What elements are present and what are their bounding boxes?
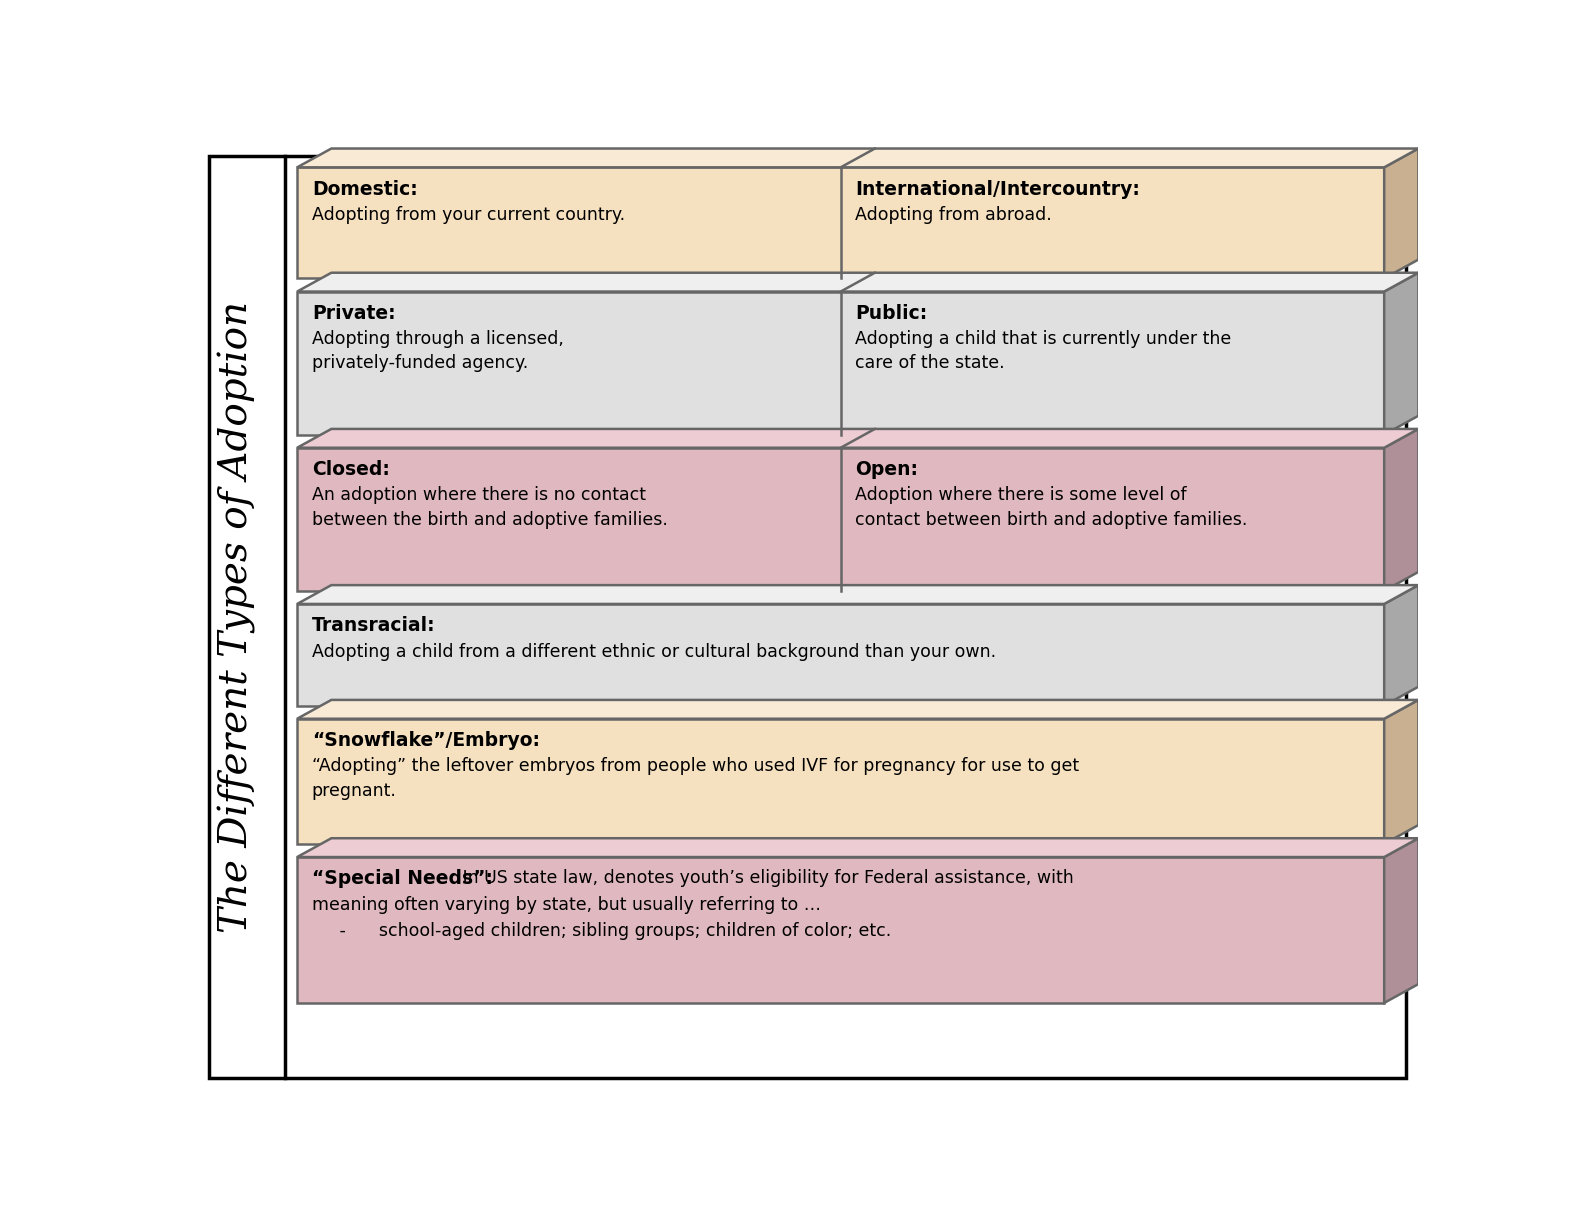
Polygon shape — [298, 700, 1418, 719]
Text: Adoption where there is some level of
contact between birth and adoptive familie: Adoption where there is some level of co… — [856, 486, 1248, 529]
Polygon shape — [298, 149, 1418, 167]
Text: International/Intercountry:: International/Intercountry: — [856, 180, 1139, 198]
Polygon shape — [1384, 149, 1418, 279]
Polygon shape — [1384, 429, 1418, 590]
Polygon shape — [1384, 838, 1418, 1003]
Text: Open:: Open: — [856, 459, 919, 479]
Text: “Adopting” the leftover embryos from people who used IVF for pregnancy for use t: “Adopting” the leftover embryos from peo… — [312, 758, 1080, 799]
Polygon shape — [298, 857, 1384, 1003]
Text: Adopting through a licensed,
privately-funded agency.: Adopting through a licensed, privately-f… — [312, 330, 564, 373]
Text: Adopting a child from a different ethnic or cultural background than your own.: Adopting a child from a different ethnic… — [312, 643, 996, 661]
Polygon shape — [298, 604, 1384, 705]
Text: Public:: Public: — [856, 304, 928, 323]
Polygon shape — [298, 273, 1418, 292]
Text: “Special Needs”:: “Special Needs”: — [312, 869, 493, 888]
Polygon shape — [298, 838, 1418, 857]
Text: Adopting from abroad.: Adopting from abroad. — [856, 207, 1053, 224]
Text: meaning often varying by state, but usually referring to …: meaning often varying by state, but usua… — [312, 896, 821, 914]
Text: Private:: Private: — [312, 304, 396, 323]
Polygon shape — [1384, 585, 1418, 705]
Polygon shape — [298, 167, 1384, 279]
Text: Transracial:: Transracial: — [312, 616, 435, 635]
Text: Adopting from your current country.: Adopting from your current country. — [312, 207, 626, 224]
Text: -      school-aged children; sibling groups; children of color; etc.: - school-aged children; sibling groups; … — [312, 921, 890, 940]
Text: “Snowflake”/Embryo:: “Snowflake”/Embryo: — [312, 731, 541, 750]
Text: The Different Types of Adoption: The Different Types of Adoption — [217, 301, 255, 934]
Polygon shape — [298, 292, 1384, 435]
Text: Domestic:: Domestic: — [312, 180, 418, 198]
Text: Adopting a child that is currently under the
care of the state.: Adopting a child that is currently under… — [856, 330, 1231, 373]
Polygon shape — [298, 719, 1384, 844]
Polygon shape — [298, 429, 1418, 447]
Polygon shape — [1384, 273, 1418, 435]
Polygon shape — [1384, 700, 1418, 844]
Text: In US state law, denotes youth’s eligibility for Federal assistance, with: In US state law, denotes youth’s eligibi… — [457, 869, 1073, 887]
Text: An adoption where there is no contact
between the birth and adoptive families.: An adoption where there is no contact be… — [312, 486, 668, 529]
Text: Closed:: Closed: — [312, 459, 389, 479]
Polygon shape — [298, 447, 1384, 590]
Polygon shape — [298, 585, 1418, 604]
